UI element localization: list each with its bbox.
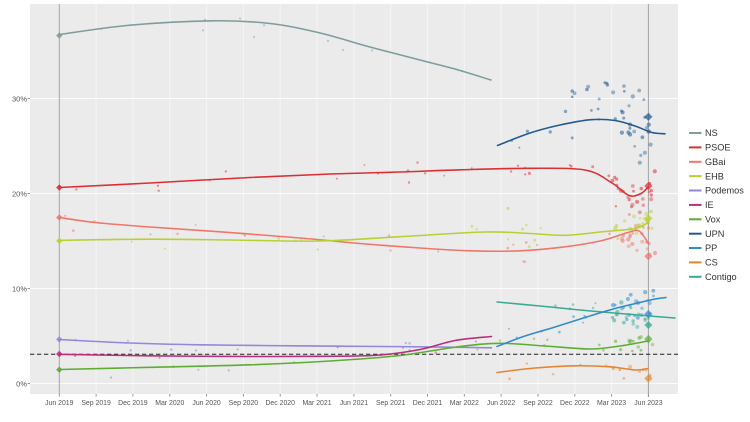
- svg-text:Dec 2020: Dec 2020: [265, 400, 295, 407]
- svg-text:Sep 2022: Sep 2022: [523, 400, 553, 407]
- svg-text:Sep 2020: Sep 2020: [229, 400, 259, 407]
- svg-text:NS: NS: [705, 128, 718, 138]
- svg-text:Sep 2021: Sep 2021: [376, 400, 406, 407]
- svg-text:Jun 2021: Jun 2021: [340, 400, 369, 407]
- svg-text:UPN: UPN: [705, 229, 724, 239]
- svg-text:PP: PP: [705, 243, 717, 253]
- svg-text:Dec 2019: Dec 2019: [118, 400, 148, 407]
- svg-text:Jun 2022: Jun 2022: [487, 400, 516, 407]
- svg-text:Dec 2022: Dec 2022: [560, 400, 590, 407]
- svg-text:GBai: GBai: [705, 157, 725, 167]
- svg-text:Jun 2020: Jun 2020: [192, 400, 221, 407]
- svg-text:20%: 20%: [12, 189, 27, 198]
- svg-text:Mar 2023: Mar 2023: [597, 400, 626, 407]
- svg-text:30%: 30%: [12, 94, 27, 103]
- svg-text:10%: 10%: [12, 284, 27, 293]
- svg-text:EHB: EHB: [705, 171, 724, 181]
- svg-text:CS: CS: [705, 258, 718, 268]
- svg-text:0%: 0%: [16, 379, 27, 388]
- svg-text:IE: IE: [705, 200, 714, 210]
- svg-text:Mar 2021: Mar 2021: [302, 400, 331, 407]
- svg-text:Mar 2020: Mar 2020: [155, 400, 184, 407]
- svg-text:PSOE: PSOE: [705, 143, 731, 153]
- svg-text:Podemos: Podemos: [705, 186, 744, 196]
- svg-text:Dec 2021: Dec 2021: [413, 400, 443, 407]
- svg-text:Jun 2019: Jun 2019: [45, 400, 74, 407]
- svg-text:Jun 2023: Jun 2023: [634, 400, 663, 407]
- svg-text:Contigo: Contigo: [705, 272, 737, 282]
- svg-text:Mar 2022: Mar 2022: [450, 400, 479, 407]
- svg-text:Sep 2019: Sep 2019: [81, 400, 111, 407]
- svg-text:Vox: Vox: [705, 215, 721, 225]
